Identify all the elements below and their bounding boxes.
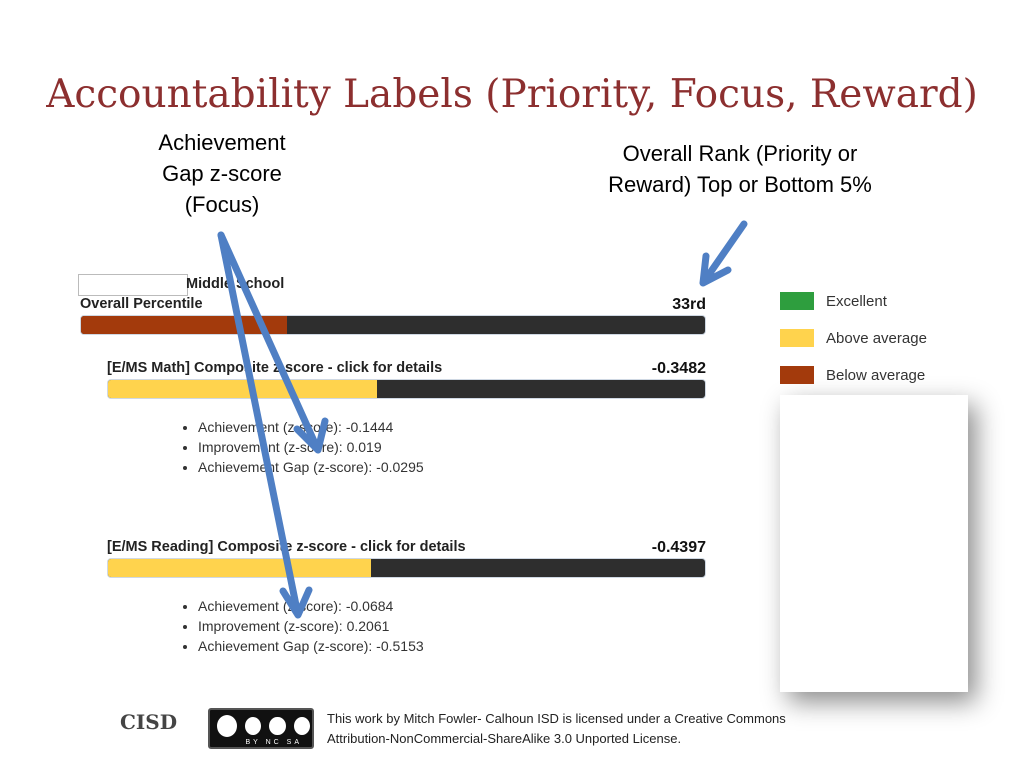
math-detail-list: Achievement (z-score): -0.1444 Improveme…	[178, 417, 424, 477]
legend-label-above-average: Above average	[826, 329, 927, 347]
by-icon	[242, 715, 264, 737]
license-line1: This work by Mitch Fowler- Calhoun ISD i…	[327, 711, 786, 726]
callout-rank-line2: Reward) Top or Bottom 5%	[608, 172, 872, 197]
school-name-box	[78, 274, 188, 296]
cc-badge-text: BY NC SA	[245, 739, 302, 746]
overall-percentile-value: 33rd	[672, 296, 706, 313]
license-text: This work by Mitch Fowler- Calhoun ISD i…	[327, 709, 786, 749]
legend-item-excellent: Excellent	[780, 291, 927, 311]
legend-swatch-below-average	[780, 366, 814, 384]
math-detail-achievement-gap: Achievement Gap (z-score): -0.0295	[198, 457, 424, 477]
reading-detail-improvement: Improvement (z-score): 0.2061	[198, 616, 424, 636]
legend-swatch-excellent	[780, 292, 814, 310]
math-composite-link[interactable]: [E/MS Math] Composite z-score - click fo…	[107, 360, 443, 376]
legend: Excellent Above average Below average	[780, 291, 927, 385]
cisd-logo: CISD	[120, 710, 178, 734]
reading-composite-bar	[107, 558, 706, 578]
legend-item-above-average: Above average	[780, 328, 927, 348]
math-detail-improvement: Improvement (z-score): 0.019	[198, 437, 424, 457]
callout-achievement-gap: Achievement Gap z-score (Focus)	[122, 127, 322, 220]
arrow-to-reading-gap	[217, 231, 313, 619]
arrow-to-overall-rank	[699, 220, 748, 287]
callout-gap-line1: Achievement	[158, 130, 286, 155]
cc-icon	[215, 713, 239, 739]
school-name-suffix: Middle School	[186, 276, 285, 292]
callout-gap-line3: (Focus)	[184, 192, 260, 217]
reading-composite-fill	[108, 559, 371, 577]
shadow-panel	[780, 395, 968, 692]
sa-icon	[291, 715, 312, 737]
callout-rank-line1: Overall Rank (Priority or	[622, 141, 858, 166]
license-line2: Attribution-NonCommercial-ShareAlike 3.0…	[327, 731, 682, 746]
legend-label-below-average: Below average	[826, 366, 926, 384]
math-composite-fill	[108, 380, 377, 398]
legend-label-excellent: Excellent	[826, 292, 887, 310]
overall-percentile-label: Overall Percentile	[80, 296, 203, 312]
legend-item-below-average: Below average	[780, 365, 927, 385]
reading-detail-list: Achievement (z-score): -0.0684 Improveme…	[178, 596, 424, 656]
reading-detail-achievement-gap: Achievement Gap (z-score): -0.5153	[198, 636, 424, 656]
callout-overall-rank: Overall Rank (Priority or Reward) Top or…	[570, 138, 910, 200]
creative-commons-badge[interactable]: BY NC SA	[208, 708, 314, 749]
math-composite-value: -0.3482	[651, 360, 706, 377]
legend-swatch-above-average	[780, 329, 814, 347]
slide-title: Accountability Labels (Priority, Focus, …	[46, 72, 978, 117]
nc-icon	[267, 715, 288, 737]
arrow-to-math-gap	[217, 231, 329, 454]
reading-composite-value: -0.4397	[651, 539, 706, 556]
callout-gap-line2: Gap z-score	[162, 161, 282, 186]
